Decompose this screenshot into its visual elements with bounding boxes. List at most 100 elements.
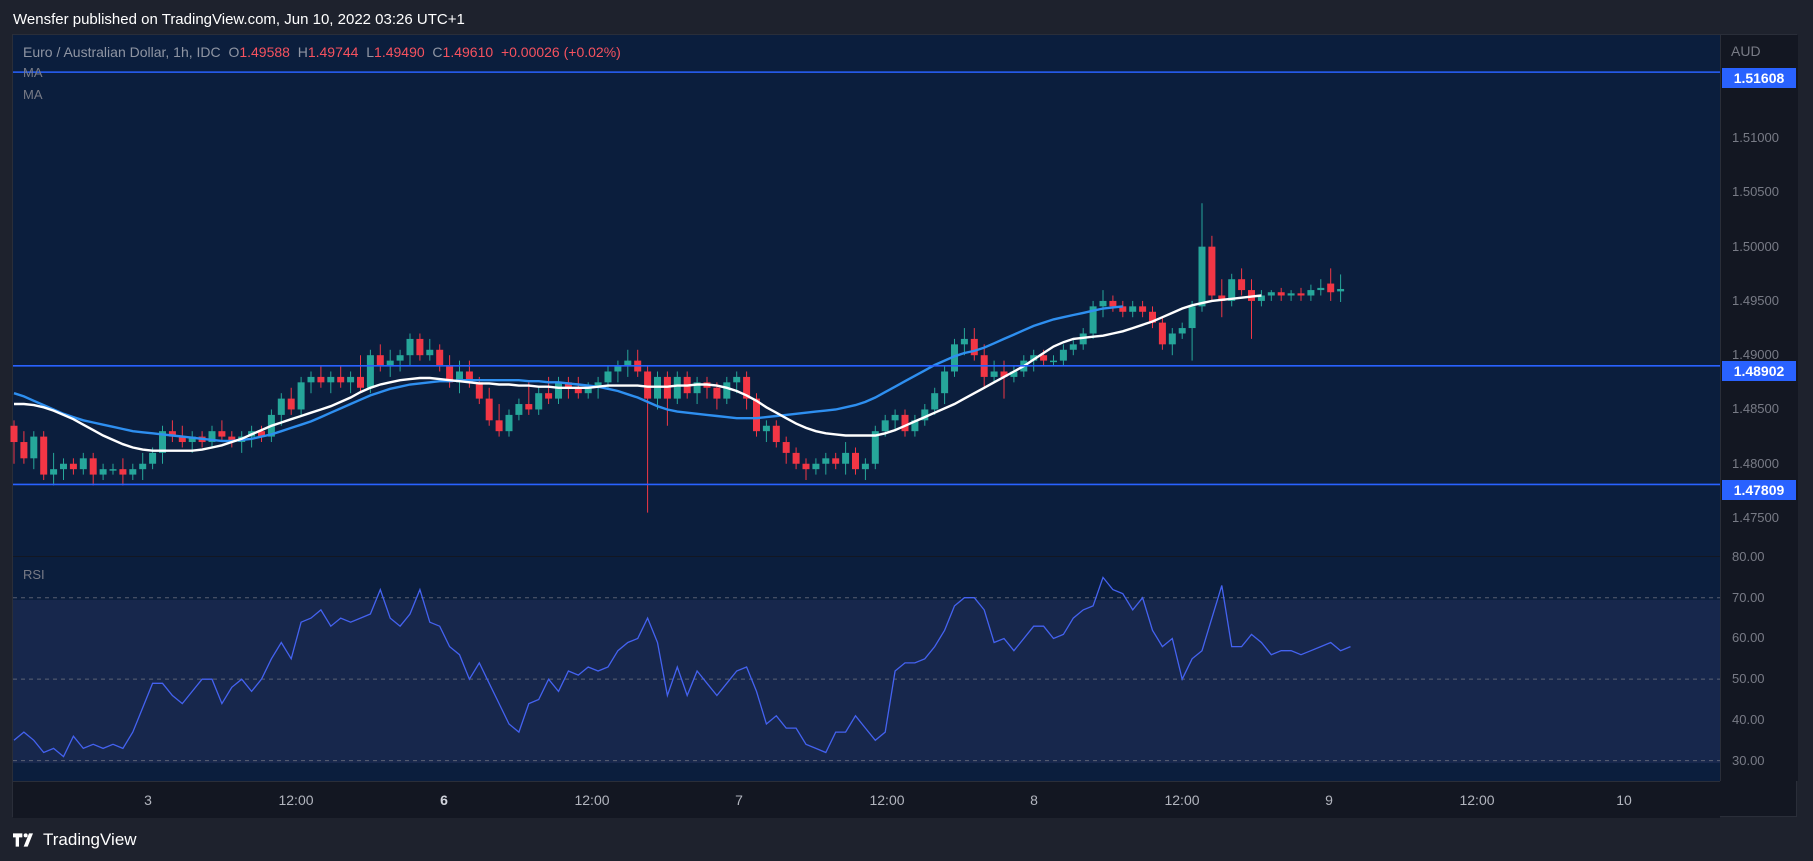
- time-tick-label: 12:00: [1164, 792, 1200, 808]
- candle-body: [911, 420, 919, 432]
- candle-body: [357, 376, 364, 388]
- candle-body: [1238, 279, 1246, 291]
- rsi-band: [13, 600, 1720, 763]
- price-axis[interactable]: [1720, 35, 1798, 781]
- candle-body: [396, 355, 404, 361]
- time-tick-label: 12:00: [869, 792, 905, 808]
- candle-body: [1228, 279, 1236, 301]
- candle-body: [99, 469, 107, 475]
- candle-body: [1198, 246, 1206, 307]
- candle-body: [822, 458, 830, 464]
- candle-body: [40, 436, 48, 475]
- candle-body: [1168, 333, 1176, 345]
- low-value: 1.49490: [374, 44, 425, 60]
- candle-body: [485, 398, 493, 421]
- candle-body: [426, 349, 434, 356]
- candle-body: [574, 387, 582, 394]
- candle-body: [1218, 295, 1226, 301]
- rsi-indicator-label[interactable]: RSI: [23, 567, 45, 582]
- candle-body: [812, 463, 820, 470]
- candle-body: [1069, 344, 1077, 350]
- candle-body: [159, 431, 166, 453]
- candle-body: [149, 452, 157, 464]
- tradingview-logo-icon: [13, 833, 33, 847]
- time-tick-label: 10: [1616, 792, 1632, 808]
- rsi-tick-label: 60.00: [1732, 630, 1765, 646]
- candle-body: [1089, 306, 1097, 334]
- candle-body: [386, 360, 394, 367]
- time-axis[interactable]: [13, 781, 1720, 818]
- candle-body: [228, 436, 236, 443]
- candle-body: [584, 387, 592, 394]
- ma-slow-line: [13, 305, 1123, 443]
- candle-body: [218, 431, 226, 437]
- symbol-title: Euro / Australian Dollar, 1h, IDC: [23, 44, 221, 60]
- price-tick-label: 1.47500: [1732, 510, 1779, 525]
- candle-body: [1040, 355, 1048, 361]
- candle-body: [1129, 306, 1137, 312]
- candle-body: [762, 425, 770, 432]
- candle-body: [416, 338, 424, 356]
- candle-body: [50, 469, 58, 475]
- price-tick-label: 1.48500: [1732, 401, 1779, 417]
- candle-body: [1178, 328, 1186, 334]
- rsi-line: [13, 576, 1351, 758]
- candle-body: [713, 387, 721, 399]
- candle-body: [337, 376, 345, 383]
- candle-body: [1277, 292, 1285, 296]
- candle-body: [871, 431, 879, 464]
- currency-unit[interactable]: AUD: [1731, 43, 1761, 59]
- price-tick-label: 1.50000: [1732, 238, 1779, 254]
- candle-body: [990, 371, 998, 377]
- ma-indicator-label[interactable]: MA: [23, 65, 43, 80]
- candle-body: [555, 382, 562, 399]
- time-tick-label: 12:00: [278, 792, 314, 808]
- candle-body: [1119, 306, 1127, 312]
- candle-body: [1337, 288, 1345, 292]
- candle-body: [1149, 311, 1156, 323]
- candle-body: [743, 376, 751, 399]
- candle-body: [624, 360, 632, 367]
- candle-body: [891, 414, 899, 421]
- candle-body: [842, 452, 850, 464]
- candle-body: [297, 382, 305, 410]
- candle-body: [733, 376, 741, 383]
- candle-body: [644, 371, 652, 399]
- price-tick-label: 1.50500: [1732, 184, 1779, 200]
- candle-body: [456, 371, 463, 383]
- candle-body: [594, 382, 602, 388]
- time-tick-label: 12:00: [574, 792, 610, 808]
- level-price-label: 1.51608: [1722, 68, 1796, 88]
- rsi-tick-label: 50.00: [1732, 671, 1765, 687]
- candle-body: [10, 425, 18, 443]
- level-price-label: 1.48902: [1722, 361, 1796, 381]
- rsi-tick-label: 40.00: [1732, 711, 1765, 727]
- rsi-tick-label: 30.00: [1732, 752, 1765, 768]
- ma-indicator-label[interactable]: MA: [23, 87, 43, 102]
- candle-body: [782, 442, 790, 453]
- candle-body: [832, 458, 840, 464]
- candle-body: [495, 420, 503, 432]
- time-tick-label: 7: [735, 792, 743, 808]
- candle-body: [1287, 293, 1295, 296]
- footer-brand[interactable]: TradingView: [13, 829, 137, 851]
- candle-body: [376, 355, 384, 367]
- candle-body: [1297, 293, 1305, 296]
- candle-body: [317, 376, 325, 383]
- price-tick-label: 1.51000: [1732, 130, 1779, 146]
- candle-body: [79, 458, 87, 470]
- high-key: H: [297, 44, 308, 60]
- candle-body: [802, 463, 810, 470]
- candle-body: [168, 431, 176, 437]
- candle-body: [604, 371, 612, 383]
- candle-body: [188, 436, 196, 443]
- candle-body: [505, 414, 513, 432]
- time-tick-label: 6: [440, 792, 448, 808]
- candle-body: [258, 431, 265, 437]
- candle-body: [1267, 292, 1275, 296]
- candle-body: [327, 376, 335, 383]
- candle-body: [535, 393, 543, 410]
- candle-body: [564, 382, 572, 388]
- candle-body: [614, 366, 622, 372]
- candle-body: [109, 469, 117, 471]
